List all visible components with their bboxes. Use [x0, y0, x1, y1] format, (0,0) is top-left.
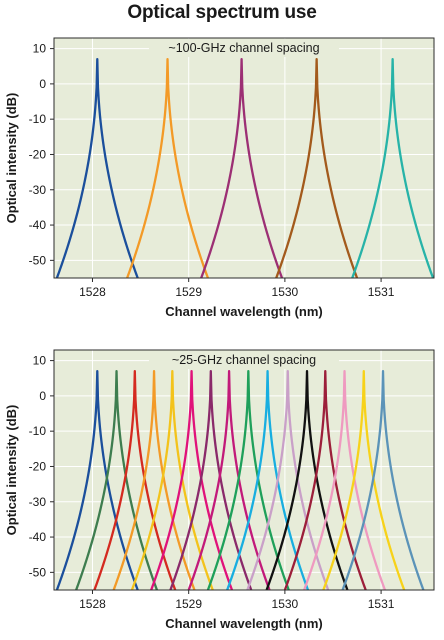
bottom-ytick-label: -30	[29, 495, 47, 509]
bottom-xtick-label: 1528	[79, 597, 106, 611]
chart-25ghz: 10 0 -10 -20 -30 -40 -50 1528 1529 1530 1531 ~25-GH…	[4, 349, 435, 631]
bottom-xtick-label: 1530	[272, 597, 299, 611]
top-xtick-label: 1528	[79, 285, 106, 299]
bottom-plot-area	[53, 349, 435, 591]
bottom-ytick-label: -10	[29, 424, 47, 438]
bottom-channel-peak-13	[283, 370, 367, 590]
bottom-channel-peak-7	[169, 370, 253, 590]
top-channel-peak-4	[275, 58, 359, 278]
chart-100ghz: 10 0 -10 -20 -30 -40 -50 1528 1529 1530 1531 ~100-G…	[4, 37, 435, 319]
bottom-plot-label: ~25-GHz channel spacing	[172, 353, 316, 367]
top-ytick-label: -30	[29, 183, 47, 197]
top-plot-label-bg	[149, 39, 339, 57]
top-series-group	[55, 58, 434, 278]
top-y-axis-title: Optical intensity (dB)	[4, 93, 19, 224]
top-ytick-label: 10	[33, 42, 47, 56]
top-x-axis-title: Channel wavelength (nm)	[165, 304, 322, 319]
bottom-y-axis-title: Optical intensity (dB)	[4, 405, 19, 536]
bottom-ytick-label: -20	[29, 459, 47, 473]
bottom-channel-peak-10	[226, 370, 310, 590]
bottom-channel-peak-12	[265, 370, 349, 590]
bottom-channel-peak-8	[187, 370, 271, 590]
top-xtick-label: 1529	[175, 285, 202, 299]
bottom-plot-label-bg	[149, 351, 339, 369]
top-plot-label: ~100-GHz channel spacing	[168, 41, 319, 55]
top-ytick-label: -50	[29, 253, 47, 267]
top-ytick-label: -10	[29, 112, 47, 126]
top-channel-peak-3	[200, 58, 284, 278]
bottom-channel-peak-6	[150, 370, 234, 590]
bottom-xtick-label: 1529	[175, 597, 202, 611]
page-title: Optical spectrum use	[127, 2, 317, 23]
bottom-channel-peak-16	[341, 370, 425, 590]
top-channel-peak-2	[125, 58, 210, 278]
top-ytick-label: -20	[29, 147, 47, 161]
bottom-ytick-label: -50	[29, 565, 47, 579]
bottom-channel-peak-15	[322, 370, 406, 590]
top-plot-area	[53, 37, 435, 279]
bottom-channel-peak-4	[112, 370, 196, 590]
bottom-frame	[53, 349, 435, 591]
bottom-channel-peak-11	[246, 370, 330, 590]
bottom-ytick-label: 0	[39, 389, 46, 403]
bottom-ytick-label: 10	[33, 354, 47, 368]
bottom-x-axis-title: Channel wavelength (nm)	[165, 616, 322, 631]
bottom-channel-peak-2	[74, 370, 159, 590]
bottom-series-group	[55, 370, 425, 590]
top-xtick-label: 1530	[272, 285, 299, 299]
bottom-xtick-label: 1531	[368, 597, 395, 611]
top-frame	[53, 37, 435, 279]
top-channel-peak-1	[55, 58, 139, 278]
bottom-ytick-label: -40	[29, 530, 47, 544]
bottom-channel-peak-3	[93, 370, 177, 590]
top-xtick-label: 1531	[368, 285, 395, 299]
bottom-channel-peak-1	[55, 370, 139, 590]
top-ytick-label: -40	[29, 218, 47, 232]
top-ytick-label: 0	[39, 77, 46, 91]
bottom-channel-peak-9	[206, 370, 290, 590]
bottom-channel-peak-14	[302, 370, 387, 590]
top-channel-peak-5	[351, 58, 434, 278]
bottom-channel-peak-5	[130, 370, 214, 590]
